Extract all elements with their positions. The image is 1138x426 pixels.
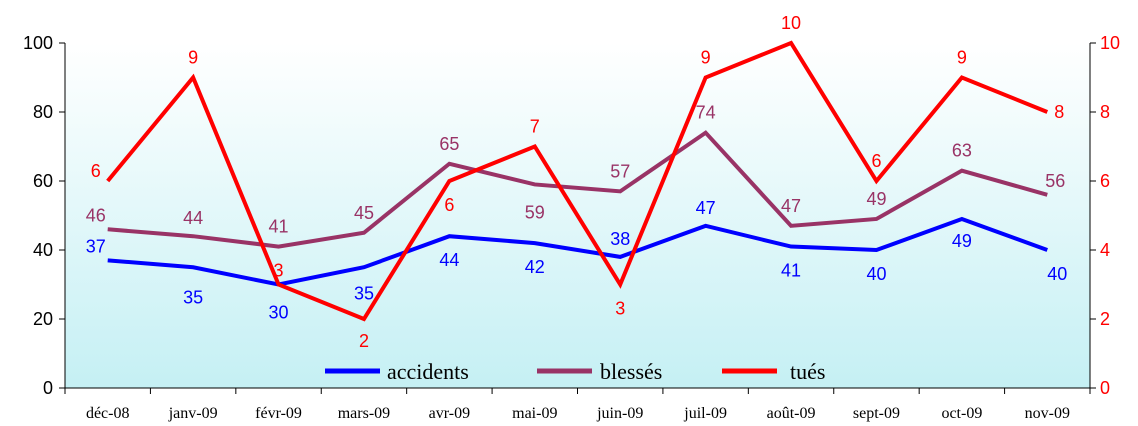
x-tick-label: août-09 (767, 405, 816, 422)
left-tick-label: 80 (33, 102, 53, 122)
x-tick-label: sept-09 (853, 405, 900, 422)
data-label-tués: 6 (91, 161, 101, 181)
left-tick-label: 100 (23, 33, 53, 53)
data-label-tués: 7 (530, 117, 540, 137)
data-label-blessés: 65 (439, 134, 459, 154)
x-tick-label: nov-09 (1025, 405, 1070, 422)
x-tick-label: janv-09 (168, 405, 218, 422)
data-label-tués: 3 (615, 299, 625, 319)
data-label-tués: 10 (781, 13, 801, 33)
x-tick-label: juil-09 (683, 405, 727, 422)
x-tick-label: févr-09 (255, 405, 302, 422)
x-tick-label: avr-09 (429, 405, 470, 422)
data-label-accidents: 41 (781, 261, 801, 281)
left-tick-label: 0 (43, 378, 53, 398)
x-tick-label: mars-09 (338, 405, 390, 422)
legend-label-blessés: blessés (600, 359, 662, 384)
data-label-tués: 6 (444, 195, 454, 215)
data-label-blessés: 74 (696, 103, 716, 123)
data-label-accidents: 30 (269, 303, 289, 323)
series-line-accidents (107, 216, 1048, 287)
left-tick-label: 60 (33, 171, 53, 191)
data-label-accidents: 38 (610, 229, 630, 249)
right-tick-label: 2 (1100, 309, 1110, 329)
x-tick-label: déc-08 (86, 405, 130, 422)
series-lines (106, 40, 1049, 322)
data-label-tués: 2 (359, 331, 369, 351)
data-label-accidents: 35 (354, 283, 374, 303)
right-tick-label: 0 (1100, 378, 1110, 398)
x-tick-label: mai-09 (512, 405, 557, 422)
data-label-tués: 9 (188, 48, 198, 68)
data-label-accidents: 35 (183, 287, 203, 307)
data-label-blessés: 63 (952, 141, 972, 161)
data-label-accidents: 49 (952, 231, 972, 251)
data-label-tués: 6 (871, 151, 881, 171)
data-label-tués: 3 (274, 261, 284, 281)
right-tick-label: 6 (1100, 171, 1110, 191)
data-label-tués: 9 (957, 48, 967, 68)
legend-label-accidents: accidents (387, 359, 469, 384)
right-tick-label: 4 (1100, 240, 1110, 260)
right-tick-label: 10 (1100, 33, 1120, 53)
right-tick-label: 8 (1100, 102, 1110, 122)
data-label-blessés: 44 (183, 208, 203, 228)
legend: accidents blessés tués (325, 359, 825, 384)
data-label-accidents: 44 (439, 250, 459, 270)
data-label-blessés: 49 (866, 189, 886, 209)
data-label-blessés: 56 (1045, 171, 1065, 191)
data-label-tués: 8 (1054, 102, 1064, 122)
left-tick-label: 20 (33, 309, 53, 329)
legend-label-tués: tués (790, 359, 825, 384)
series-line-tués (106, 40, 1049, 322)
data-label-blessés: 46 (86, 205, 106, 225)
left-tick-label: 40 (33, 240, 53, 260)
x-tick-label: oct-09 (941, 405, 982, 422)
data-label-accidents: 40 (866, 264, 886, 284)
data-label-blessés: 57 (610, 161, 630, 181)
data-label-blessés: 45 (354, 203, 374, 223)
data-label-blessés: 41 (269, 217, 289, 237)
data-label-tués: 9 (701, 48, 711, 68)
data-label-accidents: 42 (525, 257, 545, 277)
data-label-blessés: 59 (525, 202, 545, 222)
data-label-accidents: 37 (86, 236, 106, 256)
data-label-accidents: 40 (1047, 264, 1067, 284)
x-tick-label: juin-09 (596, 405, 643, 422)
data-label-blessés: 47 (781, 196, 801, 216)
data-label-accidents: 47 (696, 198, 716, 218)
